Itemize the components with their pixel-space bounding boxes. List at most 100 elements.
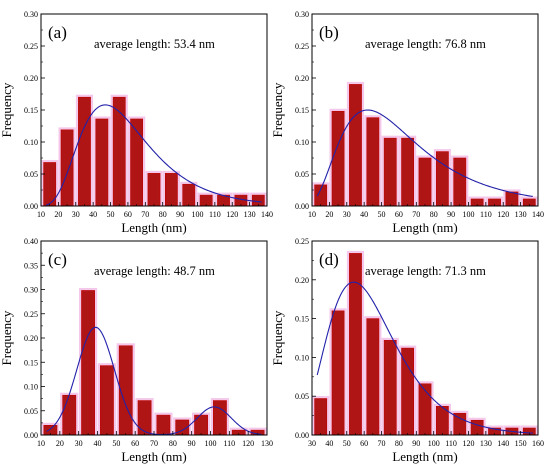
bar <box>165 173 178 207</box>
y-axis-title: Frequency <box>270 310 285 365</box>
x-tick-label: 130 <box>244 210 256 219</box>
y-tick-label: 0.10 <box>24 383 38 392</box>
y-tick-label: 0.10 <box>295 353 309 362</box>
y-tick-label: 0.00 <box>295 431 309 440</box>
y-tick-label: 0.00 <box>24 431 38 440</box>
x-tick-label: 50 <box>378 210 386 219</box>
panel-a: 10 20 30 40 50 60 70 80 90 100 110 120 130 140 0.00 0.0… <box>0 10 273 235</box>
x-tick-label: 20 <box>325 210 333 219</box>
x-tick-label: 90 <box>188 439 196 448</box>
bar <box>156 414 171 436</box>
fit-curve <box>316 109 533 198</box>
y-tick-label: 0.00 <box>295 202 309 211</box>
y-tick-label: 0.25 <box>24 42 38 51</box>
bar <box>383 340 397 436</box>
bar <box>366 318 380 436</box>
x-tick-label: 140 <box>532 210 544 219</box>
x-tick-label: 40 <box>360 210 368 219</box>
bar <box>470 419 484 436</box>
panel-d: 30 40 50 60 70 80 90 100 110 120 130 140 150 160 0.00 0… <box>270 237 544 464</box>
x-tick-label: 90 <box>412 439 420 448</box>
x-axis-title: Length (nm) <box>392 449 457 464</box>
x-tick-label: 80 <box>169 439 177 448</box>
bar <box>62 394 77 436</box>
y-tick-label: 0.15 <box>295 315 309 324</box>
y-tick-label: 0.15 <box>295 106 309 115</box>
x-tick-label: 50 <box>343 439 351 448</box>
y-tick-label: 0.10 <box>295 138 309 147</box>
bar <box>100 365 114 436</box>
panel-label: (b) <box>319 23 339 42</box>
x-tick-label: 100 <box>428 439 440 448</box>
y-tick-label: 0.00 <box>24 202 38 211</box>
y-axis-title: Frequency <box>270 82 285 137</box>
bar <box>418 383 432 436</box>
y-tick-label: 0.05 <box>295 392 309 401</box>
bar <box>95 118 109 207</box>
x-tick-label: 40 <box>89 210 97 219</box>
x-tick-label: 110 <box>223 439 235 448</box>
y-tick-label: 0.05 <box>295 170 309 179</box>
x-axis-title: Length (nm) <box>392 220 457 235</box>
bar <box>182 183 196 207</box>
x-tick-label: 130 <box>480 439 492 448</box>
fit-curve <box>46 326 262 436</box>
y-tick-label: 0.25 <box>295 42 309 51</box>
x-tick-label: 130 <box>261 439 273 448</box>
bar <box>60 129 74 207</box>
bar <box>81 290 95 436</box>
bar <box>331 110 345 207</box>
bar <box>314 398 328 436</box>
x-tick-label: 80 <box>430 210 438 219</box>
x-tick-label: 70 <box>412 210 420 219</box>
x-tick-label: 150 <box>515 439 527 448</box>
x-tick-label: 10 <box>37 439 45 448</box>
x-tick-label: 80 <box>395 439 403 448</box>
y-tick-label: 0.20 <box>295 74 309 83</box>
y-tick-label: 0.20 <box>295 276 309 285</box>
bar <box>453 157 467 207</box>
x-tick-label: 60 <box>131 439 139 448</box>
x-tick-label: 120 <box>462 439 474 448</box>
y-tick-label: 0.30 <box>24 286 38 295</box>
bar <box>147 173 161 207</box>
x-tick-label: 50 <box>107 210 115 219</box>
y-tick-label: 0.15 <box>24 106 38 115</box>
x-tick-label: 140 <box>497 439 509 448</box>
x-axis-title: Length (nm) <box>121 220 186 235</box>
x-tick-label: 120 <box>242 439 254 448</box>
x-tick-label: 10 <box>308 210 316 219</box>
bar <box>349 253 362 436</box>
bar <box>435 151 449 207</box>
y-tick-label: 0.20 <box>24 74 38 83</box>
x-tick-label: 130 <box>515 210 527 219</box>
x-tick-label: 50 <box>112 439 120 448</box>
bar <box>401 137 414 207</box>
bar <box>383 137 397 207</box>
average-length-annotation: average length: 76.8 nm <box>365 37 486 51</box>
x-tick-label: 120 <box>226 210 238 219</box>
x-tick-label: 100 <box>191 210 203 219</box>
y-tick-label: 0.15 <box>24 358 38 367</box>
average-length-annotation: average length: 48.7 nm <box>94 264 215 278</box>
bar <box>213 400 227 436</box>
y-axis-title: Frequency <box>0 310 14 365</box>
x-tick-label: 120 <box>497 210 509 219</box>
bar <box>112 96 126 207</box>
x-tick-label: 40 <box>94 439 102 448</box>
x-tick-label: 40 <box>325 439 333 448</box>
x-tick-label: 70 <box>141 210 149 219</box>
y-tick-label: 0.25 <box>295 237 309 246</box>
bars <box>41 94 267 207</box>
x-tick-label: 10 <box>37 210 45 219</box>
y-tick-label: 0.35 <box>24 261 38 270</box>
bars <box>312 250 538 436</box>
y-tick-label: 0.30 <box>24 10 38 19</box>
x-tick-label: 70 <box>378 439 386 448</box>
panel-label: (c) <box>48 250 67 269</box>
x-tick-label: 60 <box>124 210 132 219</box>
x-tick-label: 30 <box>72 210 80 219</box>
bar <box>366 117 380 207</box>
bars <box>41 287 267 436</box>
